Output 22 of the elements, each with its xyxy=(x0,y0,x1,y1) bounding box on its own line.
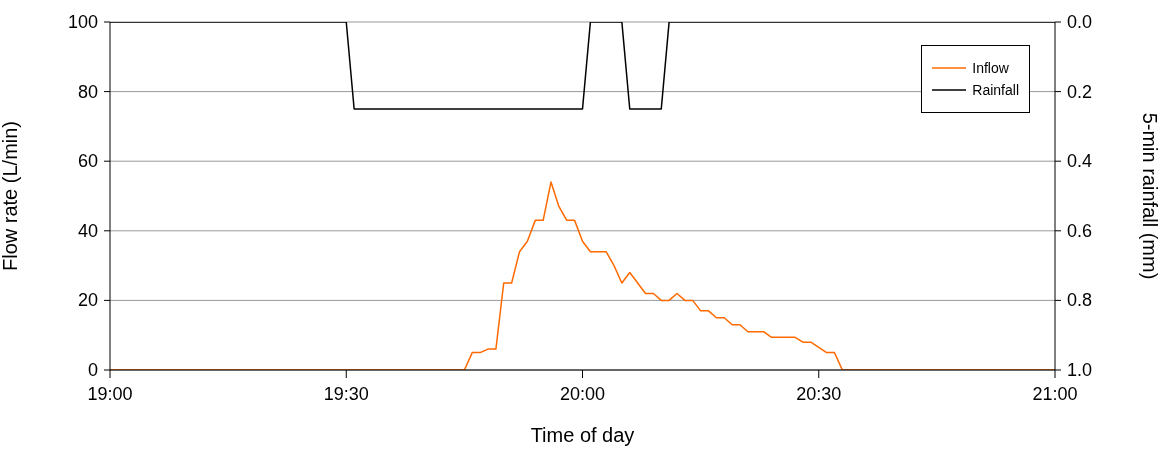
y2-axis-title: 5-min rainfall (mm) xyxy=(1138,112,1160,280)
legend-label: Rainfall xyxy=(972,82,1019,98)
y-tick-label: 40 xyxy=(77,220,98,241)
y2-tick-label: 0.8 xyxy=(1067,290,1093,311)
x-tick-label: 20:30 xyxy=(796,384,842,404)
legend-label: Inflow xyxy=(972,60,1009,76)
y-tick-label: 20 xyxy=(77,290,98,311)
y2-tick-label: 0.0 xyxy=(1067,12,1093,32)
x-tick-label: 19:30 xyxy=(323,384,369,404)
y-tick-label: 0 xyxy=(87,360,98,380)
y-tick-label: 100 xyxy=(67,12,98,32)
y-tick-label: 60 xyxy=(77,151,98,172)
x-axis-title: Time of day xyxy=(530,424,635,446)
x-tick-label: 19:00 xyxy=(87,384,133,404)
y2-tick-label: 1.0 xyxy=(1067,360,1093,380)
y-axis-title: Flow rate (L/min) xyxy=(0,120,22,272)
y2-tick-label: 0.2 xyxy=(1067,81,1093,102)
y2-tick-label: 0.6 xyxy=(1067,220,1093,241)
y2-tick-label: 0.4 xyxy=(1067,151,1093,172)
y-tick-label: 80 xyxy=(77,81,98,102)
x-tick-label: 21:00 xyxy=(1032,384,1078,404)
x-tick-label: 20:00 xyxy=(559,384,606,404)
